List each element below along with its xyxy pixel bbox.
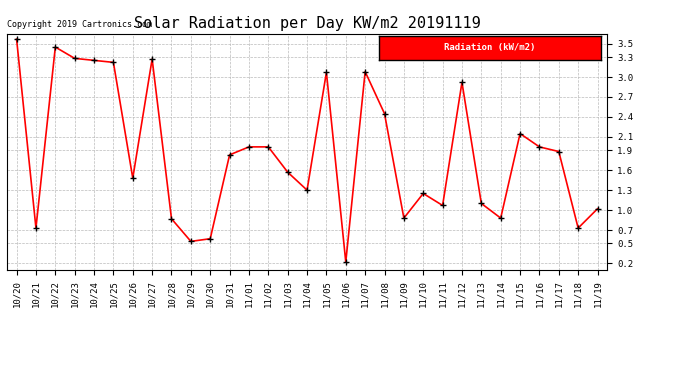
Title: Solar Radiation per Day KW/m2 20191119: Solar Radiation per Day KW/m2 20191119 xyxy=(134,16,480,31)
Text: Copyright 2019 Cartronics.com: Copyright 2019 Cartronics.com xyxy=(7,20,152,29)
